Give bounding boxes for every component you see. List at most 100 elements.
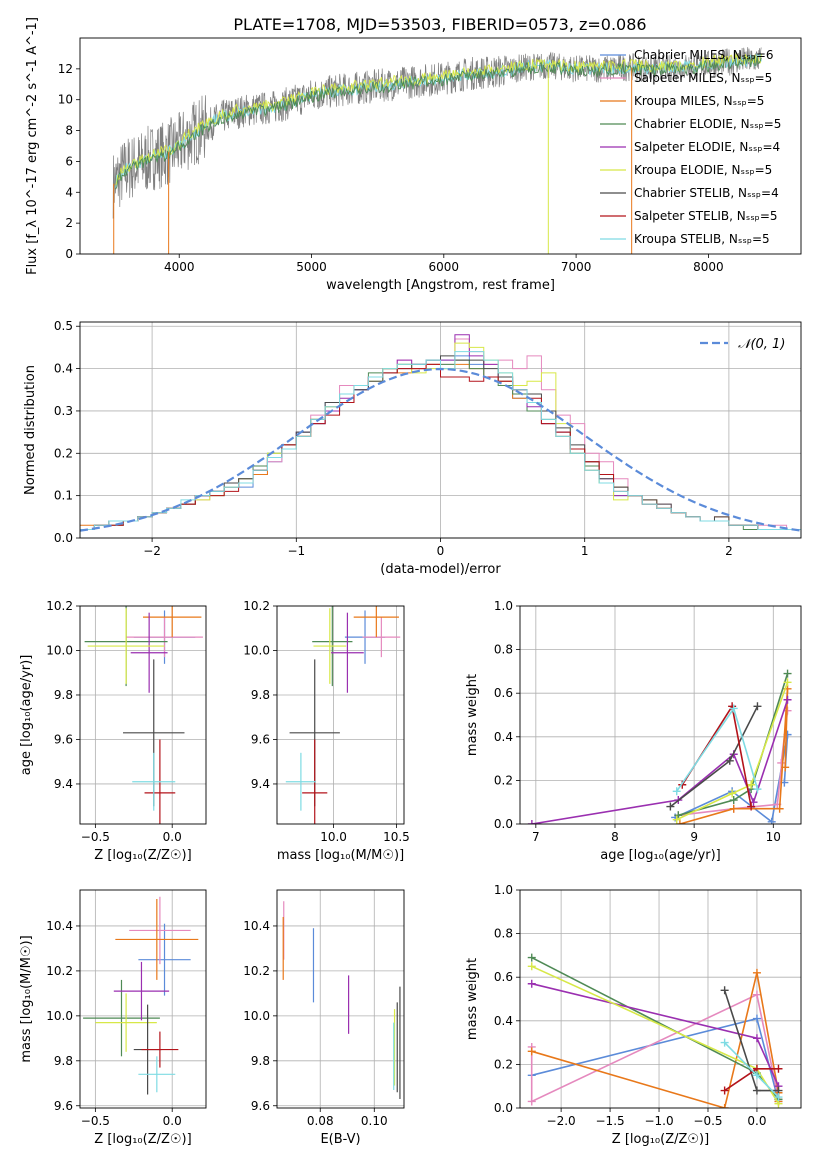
weight-marker xyxy=(527,962,536,971)
weight-marker xyxy=(527,953,536,962)
y-tick-label: 2 xyxy=(65,216,73,230)
model-spectrum-line xyxy=(115,54,762,190)
plot-area xyxy=(527,669,792,824)
axes-frame xyxy=(276,889,405,1109)
y-tick-label: 0 xyxy=(65,247,73,261)
x-tick-label: 0.0 xyxy=(163,830,182,844)
weight-marker xyxy=(775,804,784,813)
y-tick-label: 9.8 xyxy=(251,688,270,702)
y-tick-label: 0.0 xyxy=(494,1101,513,1115)
legend-label: Chabrier ELODIE, Nₛₛₚ=5 xyxy=(634,117,781,131)
weight-line xyxy=(530,993,780,1103)
weight-marker xyxy=(527,1097,536,1106)
y-tick-label: 0.4 xyxy=(494,730,513,744)
mass-vs-z-panel: −0.5 0.0 9.6 9.8 10.0 10.2 10.4 Z [log₁₀(Z/Z☉)]… xyxy=(19,889,207,1147)
x-tick-label: −2 xyxy=(143,544,161,558)
y-tick-label: 9.8 xyxy=(54,688,73,702)
y-axis-label: Flux [f_λ 10^-17 erg cm^-2 s^-1 A^-1] xyxy=(25,17,40,275)
y-tick-label: 9.6 xyxy=(251,1099,270,1113)
x-tick-label: 8 xyxy=(611,830,619,844)
normal-curve-line xyxy=(80,367,801,532)
axes-frame xyxy=(79,37,802,255)
weight-line xyxy=(669,705,759,808)
weight-marker xyxy=(747,802,756,811)
x-tick-label: 0.0 xyxy=(747,1114,766,1128)
x-tick-label: 7000 xyxy=(561,260,592,274)
x-axis-label: (data-model)/error xyxy=(380,562,501,577)
y-tick-label: 0.0 xyxy=(54,531,73,545)
y-tick-label: 9.4 xyxy=(251,777,270,791)
y-tick-label: 10.2 xyxy=(243,599,270,613)
x-axis-label: Z [log₁₀(Z/Z☉)] xyxy=(94,1132,191,1147)
legend-label: Chabrier STELIB, Nₛₛₚ=4 xyxy=(634,186,779,200)
y-tick-label: 9.4 xyxy=(54,777,73,791)
y-tick-label: 0.1 xyxy=(54,489,73,503)
weight-marker xyxy=(527,1047,536,1056)
weight-marker xyxy=(674,811,683,820)
weight-marker xyxy=(720,1086,729,1095)
weight-marker xyxy=(783,669,792,678)
y-axis-label: Normed distribution xyxy=(23,365,38,495)
y-tick-label: 1.0 xyxy=(494,599,513,613)
plot-area xyxy=(84,606,203,824)
x-tick-label: −1 xyxy=(287,544,305,558)
weight-marker xyxy=(777,758,786,767)
legend-label: 𝒩(0, 1) xyxy=(738,337,785,352)
figure-title: PLATE=1708, MJD=53503, FIBERID=0573, z=0… xyxy=(233,15,646,34)
y-tick-label: 10.4 xyxy=(243,919,270,933)
y-tick-label: 1.0 xyxy=(494,883,513,897)
weight-marker xyxy=(781,763,790,772)
legend-label: Kroupa STELIB, Nₛₛₚ=5 xyxy=(634,232,770,246)
weight-marker xyxy=(720,1104,729,1108)
y-tick-label: 10.4 xyxy=(46,919,73,933)
x-tick-label: 10.0 xyxy=(320,830,347,844)
plot-area xyxy=(282,901,401,1100)
y-tick-label: 0.2 xyxy=(494,773,513,787)
axes-frame xyxy=(79,321,802,539)
axes-frame xyxy=(79,889,207,1109)
x-tick-label: 7 xyxy=(532,830,540,844)
y-tick-label: 0.4 xyxy=(54,362,73,376)
weight-vs-age-panel: 7 8 9 10 0.0 0.2 0.4 0.6 0.8 1.0 age [log₁₀(age/yr… xyxy=(465,599,802,863)
x-tick-label: 9 xyxy=(690,830,698,844)
weight-marker xyxy=(527,979,536,988)
weight-marker xyxy=(783,678,792,687)
y-tick-label: 6 xyxy=(65,154,73,168)
weight-marker xyxy=(753,702,762,711)
legend-label: Chabrier MILES, Nₛₛₚ=6 xyxy=(634,48,774,62)
weight-marker xyxy=(666,802,675,811)
legend-label: Kroupa MILES, Nₛₛₚ=5 xyxy=(634,94,764,108)
x-tick-label: −1.5 xyxy=(596,1114,625,1128)
y-tick-label: 10.0 xyxy=(243,1009,270,1023)
weight-marker xyxy=(752,1014,761,1023)
weight-marker xyxy=(728,789,737,798)
x-tick-label: 1 xyxy=(581,544,589,558)
weight-vs-z-panel: −2.0 −1.5 −1.0 −0.5 0.0 0.0 0.2 0.4 0.6 0.8 1.0 Z [… xyxy=(465,883,802,1147)
y-axis-label: mass [log₁₀(M/M☉)] xyxy=(19,935,34,1062)
y-tick-label: 0.8 xyxy=(494,927,513,941)
y-tick-label: 8 xyxy=(65,124,73,138)
y-tick-label: 10.0 xyxy=(46,1009,73,1023)
weight-marker xyxy=(747,780,756,789)
weight-marker xyxy=(725,756,734,765)
y-tick-label: 9.8 xyxy=(251,1054,270,1068)
weight-marker xyxy=(774,1093,783,1102)
y-tick-label: 10.2 xyxy=(46,599,73,613)
spectrum-panel: 4000 5000 6000 7000 8000 0 2 4 6 8 10 12 wavelength … xyxy=(25,17,802,293)
weight-line xyxy=(676,682,789,821)
plot-area xyxy=(80,334,801,538)
weight-marker xyxy=(752,1086,761,1095)
weight-marker xyxy=(720,986,729,995)
x-axis-label: Z [log₁₀(Z/Z☉)] xyxy=(94,848,191,863)
weight-marker xyxy=(752,1071,761,1080)
x-tick-label: 6000 xyxy=(429,260,460,274)
weight-marker xyxy=(783,695,792,704)
y-tick-label: 0.6 xyxy=(494,686,513,700)
x-tick-label: 0.0 xyxy=(163,1114,182,1128)
y-tick-label: 0.2 xyxy=(494,1057,513,1071)
weight-marker xyxy=(672,787,681,796)
y-tick-label: 0.5 xyxy=(54,319,73,333)
y-tick-label: 9.6 xyxy=(251,732,270,746)
y-tick-label: 10.2 xyxy=(243,964,270,978)
x-tick-label: −1.0 xyxy=(644,1114,673,1128)
